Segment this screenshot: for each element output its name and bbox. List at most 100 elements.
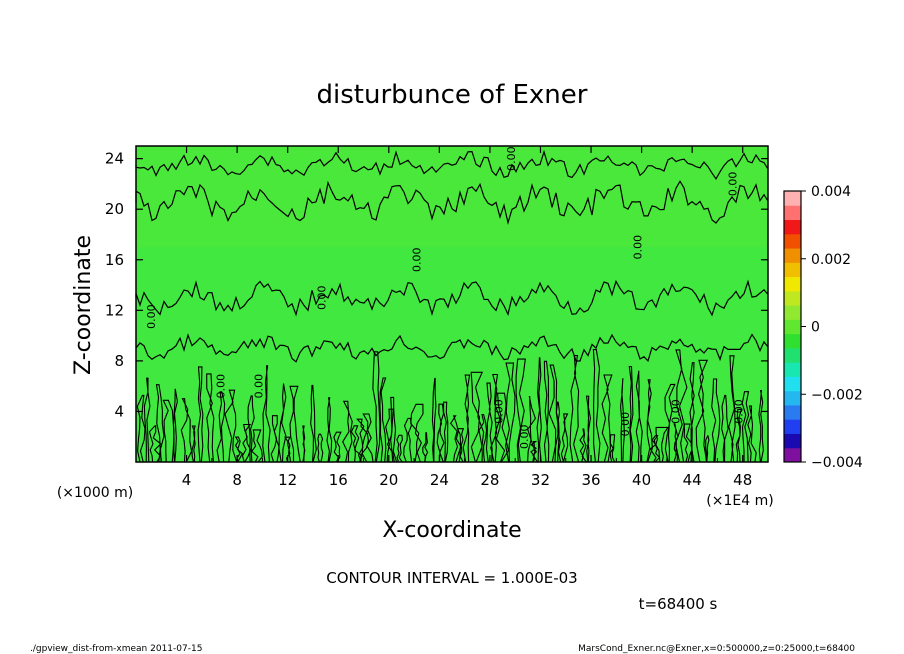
contour-line xyxy=(609,434,616,463)
contour-line xyxy=(436,403,445,463)
contour-line xyxy=(728,355,736,463)
contour-line xyxy=(655,426,669,463)
x-tick-label: 8 xyxy=(232,471,242,489)
colorbar-segment xyxy=(784,205,801,221)
contour-line xyxy=(495,392,509,463)
contour-label: 0.00 xyxy=(518,424,531,449)
contour-line xyxy=(342,400,353,463)
upper-region xyxy=(136,146,768,248)
contour-interval-text: CONTOUR INTERVAL = 1.000E-03 xyxy=(326,569,577,587)
contour-line xyxy=(747,405,757,463)
contour-line xyxy=(695,359,709,463)
colorbar-segment xyxy=(784,290,801,306)
contour-label: 0.00 xyxy=(316,285,329,310)
contour-line xyxy=(302,425,306,463)
colorbar-segment xyxy=(784,233,801,249)
contour-line xyxy=(180,398,193,463)
x-tick-label: 40 xyxy=(632,471,651,489)
contour-label: 0.00 xyxy=(410,248,423,273)
contour-line xyxy=(711,378,721,463)
y-axis: 4 8 12 16 20 24 xyxy=(105,150,768,420)
y-tick-label: 20 xyxy=(105,200,124,218)
y-tick-label: 12 xyxy=(105,301,124,319)
contour-line xyxy=(456,428,465,463)
y-tick-label: 4 xyxy=(114,402,124,420)
contour-label: 0.00 xyxy=(733,399,746,424)
colorbar-segment xyxy=(784,419,801,434)
colorbar-segment xyxy=(784,219,801,235)
footer-right: MarsCond_Exner.nc@Exner,x=0:500000,z=0:2… xyxy=(578,644,855,654)
contour-line xyxy=(422,432,429,463)
contour-line xyxy=(326,397,333,463)
contour-line xyxy=(143,377,151,463)
contour-line xyxy=(735,408,743,463)
contour-line xyxy=(560,413,569,463)
contour-line xyxy=(530,440,538,463)
contour-line xyxy=(317,433,324,463)
contour-line xyxy=(403,417,413,463)
footer-left: ./gpview_dist-from-xmean 2011-07-15 xyxy=(30,644,202,654)
contour-line xyxy=(270,415,280,463)
contour-line xyxy=(310,384,317,463)
contour-line xyxy=(635,370,643,463)
x-tick-label: 16 xyxy=(329,471,348,489)
contour-line xyxy=(543,360,550,463)
y-tick-label: 8 xyxy=(114,352,124,370)
contour-line xyxy=(431,377,437,463)
contour-line xyxy=(135,279,769,317)
contour-line xyxy=(333,431,342,463)
contour-line xyxy=(197,366,204,463)
contour-line xyxy=(247,395,255,463)
colorbar-segment xyxy=(784,305,801,320)
contour-label: 0.00 xyxy=(619,412,632,437)
contour-line xyxy=(462,374,471,463)
contour-line xyxy=(251,429,263,463)
x-tick-label: 12 xyxy=(278,471,297,489)
colorbar-segment xyxy=(784,319,801,335)
y-axis-label: Z-coordinate xyxy=(71,235,96,375)
contour-line xyxy=(206,373,215,463)
colorbar-segment xyxy=(784,362,801,377)
colorbar-segment xyxy=(784,433,801,449)
contour-line xyxy=(536,357,542,463)
colorbar-segment xyxy=(784,376,801,392)
contour-label: 0.00 xyxy=(252,374,265,399)
contour-line xyxy=(361,413,374,463)
colorbar-segment xyxy=(784,248,801,263)
contour-line xyxy=(284,436,291,463)
colorbar-segment xyxy=(784,276,801,292)
x-axis-label: X-coordinate xyxy=(382,518,521,543)
colorbar-tick-label: 0 xyxy=(811,320,820,336)
contour-line xyxy=(262,365,271,463)
colorbar-segment xyxy=(784,191,801,206)
colorbar-tick-label: −0.004 xyxy=(811,455,863,471)
colorbar-tick-label: 0.004 xyxy=(811,184,851,200)
plot-frame xyxy=(135,145,769,463)
contour-line xyxy=(515,358,526,463)
chart-title: disturbunce of Exner xyxy=(317,80,588,110)
contour-line xyxy=(410,403,424,463)
contour-line xyxy=(234,436,244,463)
contour-line xyxy=(620,378,625,463)
contour-line xyxy=(390,396,398,463)
contour-line xyxy=(490,373,501,463)
contour-line xyxy=(585,395,591,463)
colorbar-segment xyxy=(784,404,801,420)
contour-label: 0.00 xyxy=(632,235,645,260)
plot-area: 0.00 0.00 0.00 0.00 0.00 0.00 0.00 0.00 0.00 0.00… xyxy=(135,145,769,463)
contour-line xyxy=(350,425,363,463)
colorbar-tick-label: 0.002 xyxy=(811,252,851,268)
x-unit-left: (×1000 m) xyxy=(57,485,133,501)
x-tick-label: 4 xyxy=(182,471,192,489)
contour-line xyxy=(155,384,165,463)
contour-line xyxy=(592,349,601,463)
x-unit-right: (×1E4 m) xyxy=(706,493,773,509)
contour-line xyxy=(224,389,238,463)
time-text: t=68400 s xyxy=(639,595,718,613)
contour-line xyxy=(721,394,729,463)
x-axis: 4 8 12 16 20 24 28 32 36 40 44 48 xyxy=(160,146,752,489)
contour-label: 0.00 xyxy=(670,399,683,424)
contour-line xyxy=(396,434,403,463)
contour-line xyxy=(705,435,710,463)
